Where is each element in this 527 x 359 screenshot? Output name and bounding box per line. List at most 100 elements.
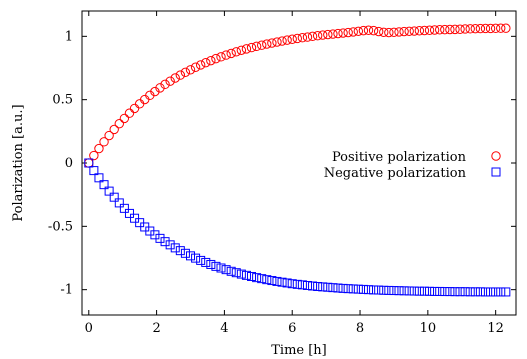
positive-data-point [404,26,414,36]
negative-data-point [109,192,119,202]
positive-data-point [175,70,186,80]
negative-data-point [186,251,195,261]
negative-data-point [501,287,511,297]
positive-data-point [246,42,257,53]
positive-data-point [465,24,475,34]
positive-data-point [429,25,440,35]
positive-data-point [94,143,104,154]
positive-data-point [379,27,389,37]
negative-data-point [384,285,394,295]
positive-data-point [129,103,140,114]
negative-data-point [399,286,409,296]
legend-marker-positive [491,151,501,161]
positive-data-point [195,60,206,70]
negative-data-point [89,166,99,176]
negative-data-point [180,248,190,258]
positive-data-point [490,23,501,34]
negative-data-point [175,246,185,256]
negative-data-point [394,286,404,296]
negative-data-point [282,278,292,288]
negative-data-point [114,198,124,208]
negative-data-point [496,287,506,297]
negative-data-point [302,280,312,290]
negative-data-point [124,208,134,218]
negative-data-point [226,266,236,276]
y-tick-label: 1 [65,29,73,44]
negative-data-point [206,259,216,269]
positive-data-point [231,47,241,57]
x-axis-title: Time [h] [271,343,327,358]
y-tick-label: 0.5 [52,93,73,108]
negative-data-point [257,274,267,284]
negative-data-point [353,284,363,294]
negative-data-point [155,233,165,243]
positive-data-point [343,27,353,38]
positive-data-point [460,24,470,34]
positive-data-point [155,83,165,93]
positive-data-point [297,33,308,43]
legend-label-positive: Positive polarization [332,150,467,165]
positive-data-point [307,31,318,42]
positive-data-point [409,26,419,36]
positive-data-point [109,124,119,135]
negative-data-point [419,286,429,296]
positive-data-point [394,27,404,37]
positive-data-point [267,38,277,48]
negative-data-point [297,280,307,290]
positive-data-point [277,36,287,46]
negative-data-point [364,285,374,295]
x-tick-label: 2 [152,321,160,336]
x-tick-label: 6 [288,321,296,336]
positive-data-point [89,150,99,161]
positive-data-point [368,25,379,36]
positive-data-point [104,130,114,141]
positive-data-point [389,27,399,37]
positive-data-point [399,26,409,37]
positive-data-point [257,40,267,50]
positive-data-point [363,25,374,35]
positive-data-point [216,52,226,62]
positive-data-point [190,62,201,72]
negative-data-point [231,268,241,278]
positive-data-point [211,53,221,64]
positive-data-point [373,26,384,37]
negative-data-point [308,281,318,291]
negative-data-point [430,286,440,296]
negative-data-point [480,287,490,297]
positive-data-point [302,32,313,42]
negative-data-point [160,237,170,247]
positive-data-point [470,24,481,34]
negative-data-point [84,158,94,168]
axis-ticks [82,11,516,315]
positive-data-point [287,34,297,44]
positive-polarization-series [84,23,511,168]
negative-data-point [343,284,353,294]
negative-data-point [236,269,246,279]
positive-data-point [501,23,511,33]
negative-data-point [379,285,389,295]
positive-data-point [440,24,450,35]
positive-data-point [450,24,460,35]
negative-data-point [389,286,399,296]
y-tick-label: -0.5 [48,219,73,234]
negative-data-point [165,240,175,250]
negative-data-point [348,284,358,294]
negative-data-point [425,286,435,296]
negative-data-point [369,285,379,295]
negative-data-point [292,279,302,289]
y-tick-label: 0 [65,156,73,171]
negative-data-point [465,287,475,297]
positive-data-point [119,113,130,124]
negative-data-point [328,283,338,293]
negative-data-point [491,287,501,297]
positive-data-point [201,57,211,68]
negative-data-point [409,286,419,296]
axis-tick-labels: 0 2 4 6 8 10 12 -1 -0.5 0 0.5 1 [48,29,504,336]
y-tick-label: -1 [60,283,73,298]
positive-data-point [445,24,455,35]
positive-data-point [160,79,170,90]
negative-data-point [440,287,450,297]
negative-data-point [262,275,272,285]
positive-data-point [333,28,343,39]
